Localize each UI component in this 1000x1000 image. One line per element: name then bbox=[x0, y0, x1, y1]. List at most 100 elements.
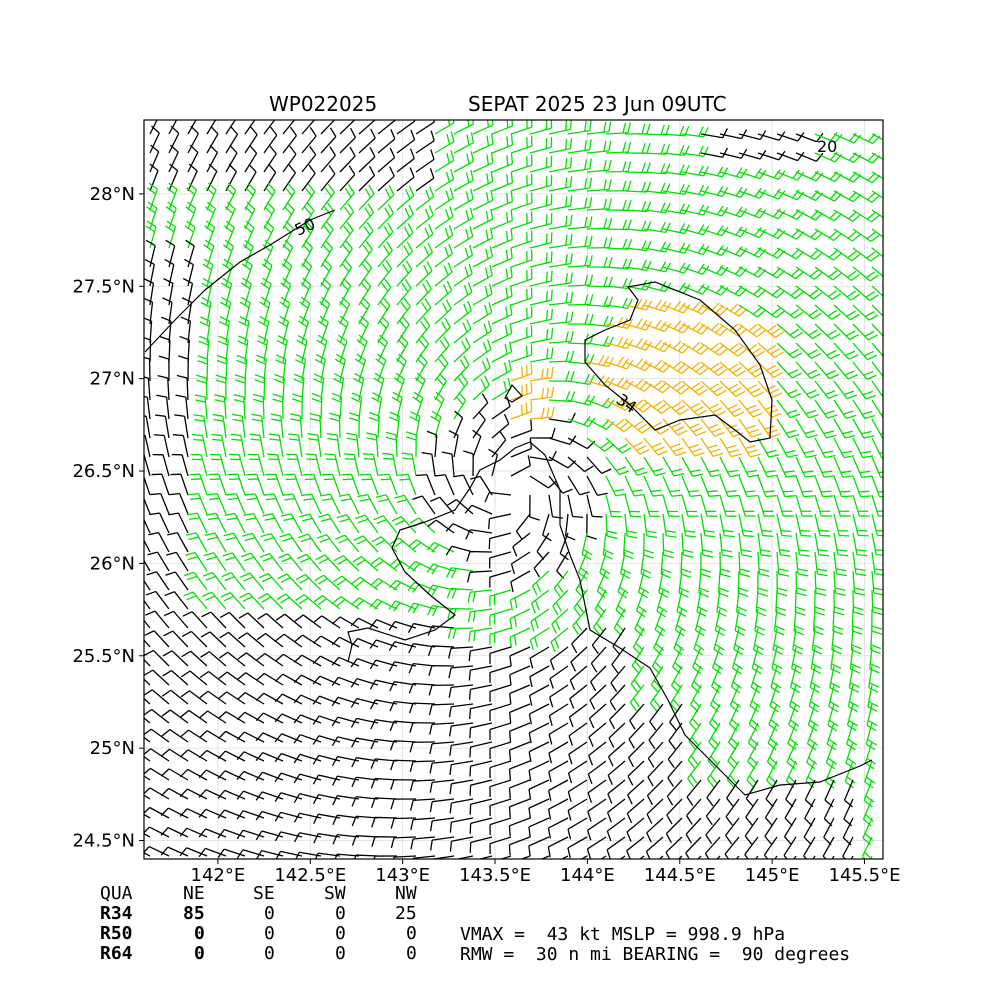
wind-barb bbox=[803, 836, 816, 859]
wind-barb bbox=[814, 494, 832, 517]
wind-barb bbox=[335, 534, 360, 553]
wind-barb bbox=[700, 380, 727, 397]
wind-barb bbox=[814, 551, 828, 577]
wind-barb bbox=[567, 294, 594, 306]
wind-barb bbox=[432, 855, 455, 859]
wind-barb bbox=[198, 749, 227, 762]
wind-barb bbox=[259, 552, 284, 572]
wind-barb bbox=[491, 153, 514, 173]
wind-barb bbox=[605, 297, 633, 309]
wind-barb bbox=[331, 696, 360, 707]
wind-barb bbox=[681, 126, 709, 138]
wind-barb bbox=[662, 494, 680, 517]
wind-barb bbox=[567, 158, 592, 173]
wind-barb bbox=[712, 646, 724, 675]
wind-barb bbox=[775, 589, 787, 617]
wind-barb bbox=[738, 399, 763, 418]
wind-barb bbox=[373, 515, 398, 534]
wind-barb bbox=[224, 201, 236, 230]
wind-barb bbox=[144, 717, 151, 724]
wind-barb bbox=[510, 438, 533, 458]
wind-barb bbox=[258, 572, 284, 591]
wind-barb bbox=[255, 771, 284, 781]
wind-barb bbox=[390, 817, 417, 829]
wind-barb bbox=[153, 434, 170, 458]
wind-barb bbox=[217, 711, 246, 724]
wind-barb bbox=[681, 361, 709, 376]
wind-barb bbox=[627, 760, 645, 786]
wind-barb bbox=[314, 574, 341, 591]
wind-barb bbox=[830, 646, 842, 674]
wind-barb bbox=[223, 239, 235, 268]
wind-barb bbox=[144, 826, 170, 838]
wind-barb bbox=[548, 391, 576, 403]
wind-barb bbox=[814, 475, 834, 498]
wind-barb bbox=[217, 730, 246, 743]
wind-barb bbox=[466, 570, 493, 583]
wind-barb bbox=[350, 597, 379, 610]
wind-barb bbox=[605, 418, 633, 433]
wind-barb bbox=[144, 794, 151, 800]
wind-barb bbox=[688, 722, 702, 750]
wind-barb bbox=[312, 635, 341, 648]
wind-barb bbox=[795, 170, 824, 182]
wind-barb bbox=[814, 285, 842, 301]
wind-barb bbox=[293, 793, 322, 803]
wind-barb bbox=[168, 512, 189, 534]
wind-barb bbox=[216, 354, 228, 382]
wind-barb bbox=[221, 572, 246, 591]
wind-barb bbox=[282, 239, 294, 268]
wind-barb bbox=[187, 120, 197, 135]
wind-barb bbox=[489, 627, 512, 645]
wind-barb bbox=[434, 280, 453, 306]
wind-barb bbox=[262, 513, 284, 534]
wind-barb bbox=[607, 741, 626, 767]
wind-barb bbox=[814, 418, 837, 439]
wind-barb bbox=[548, 120, 572, 135]
wind-barb bbox=[491, 304, 513, 325]
wind-barb bbox=[202, 258, 214, 287]
wind-barb bbox=[144, 434, 151, 458]
wind-barb bbox=[225, 126, 239, 154]
wind-barb bbox=[268, 433, 284, 458]
wind-barb bbox=[596, 570, 608, 599]
wind-barb bbox=[795, 266, 823, 280]
wind-barb bbox=[795, 304, 823, 320]
wind-barb bbox=[757, 342, 784, 359]
table-cell: 0 bbox=[406, 943, 417, 964]
wind-barb bbox=[312, 695, 341, 705]
wind-barb bbox=[852, 380, 876, 400]
wind-barb bbox=[700, 475, 720, 498]
wind-barb bbox=[149, 512, 170, 534]
wind-barb bbox=[252, 393, 265, 420]
wind-barb bbox=[752, 627, 765, 656]
wind-barb bbox=[738, 304, 766, 318]
wind-barb bbox=[472, 283, 493, 306]
wind-barb bbox=[528, 684, 550, 706]
wind-barb bbox=[868, 665, 880, 693]
wind-barb bbox=[388, 579, 417, 591]
wind-barb bbox=[449, 798, 474, 814]
wind-barb bbox=[215, 374, 227, 401]
wind-barb bbox=[426, 541, 455, 553]
wind-barb bbox=[239, 592, 265, 610]
wind-barb bbox=[145, 590, 170, 610]
wind-barb bbox=[845, 741, 857, 770]
wind-barb bbox=[428, 703, 455, 716]
wind-barb bbox=[238, 632, 265, 648]
wind-barb bbox=[303, 473, 322, 496]
wind-barb bbox=[704, 836, 721, 859]
wind-barb bbox=[787, 722, 799, 751]
wind-barb bbox=[255, 810, 284, 821]
wind-barb bbox=[377, 147, 396, 173]
wind-barb bbox=[681, 204, 710, 216]
wind-barb bbox=[871, 285, 883, 297]
wind-barb bbox=[852, 190, 881, 203]
wind-barb bbox=[624, 338, 653, 351]
wind-barb bbox=[548, 311, 574, 325]
wind-barb bbox=[529, 665, 550, 688]
wind-barb bbox=[814, 266, 842, 281]
wind-barb bbox=[734, 608, 746, 636]
wind-barb bbox=[491, 285, 513, 306]
wind-barb bbox=[453, 226, 474, 249]
